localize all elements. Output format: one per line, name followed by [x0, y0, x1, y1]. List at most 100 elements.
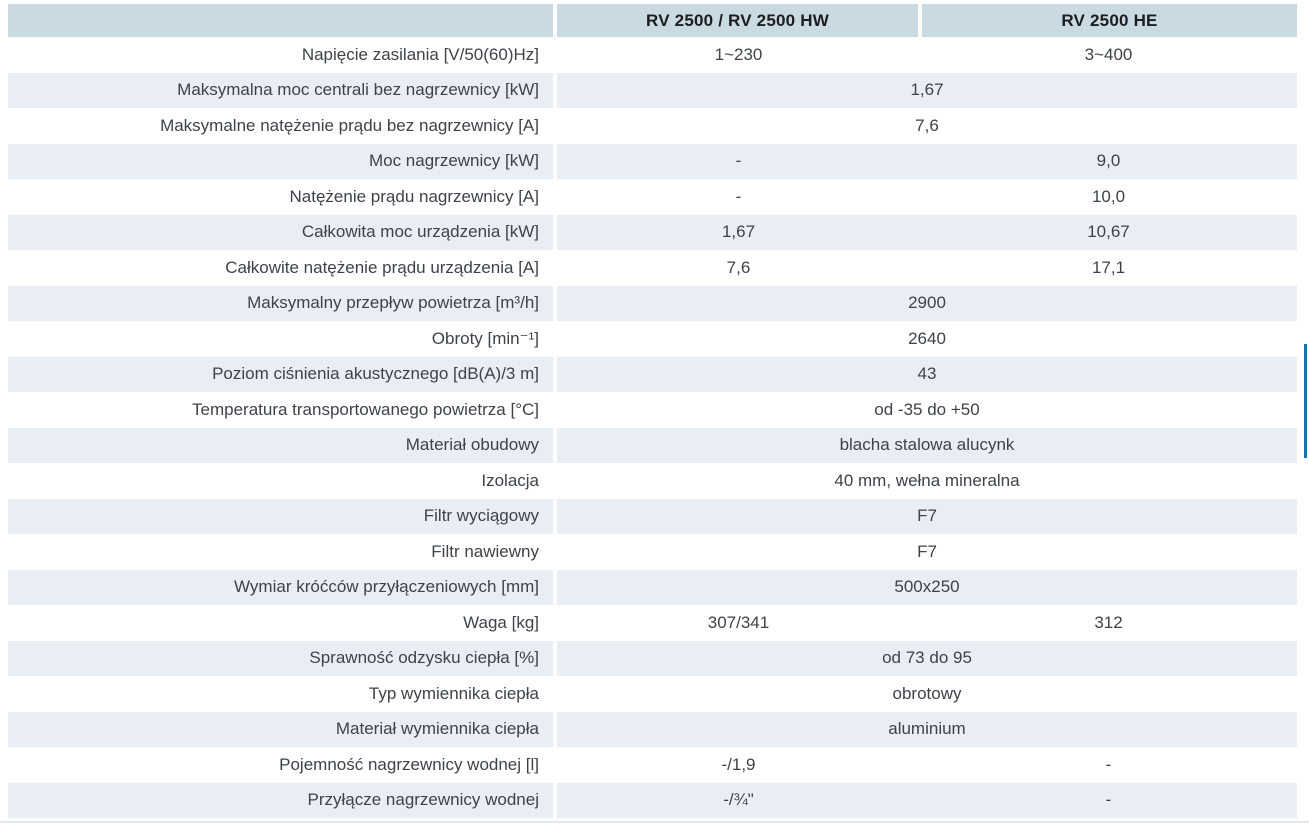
row-value-rv2500-rv2500hw: 307/341: [707, 612, 770, 632]
row-label: Waga [kg]: [463, 612, 539, 632]
row-values: 43: [557, 356, 1297, 392]
row-value-shared: 1,67: [910, 80, 944, 100]
row-value-shared: blacha stalowa alucynk: [839, 435, 1015, 455]
row-values: - 10,0: [557, 179, 1297, 215]
row-values: - 9,0: [557, 143, 1297, 179]
row-value-shared: 2900: [908, 293, 946, 313]
spec-table: RV 2500 / RV 2500 HW RV 2500 HE Napięcie…: [8, 4, 1297, 818]
row-label: Napięcie zasilania [V/50(60)Hz]: [301, 44, 539, 64]
table-row: Materiał wymiennika ciepła aluminium: [8, 711, 1297, 747]
row-label: Całkowita moc urządzenia [kW]: [8, 214, 553, 250]
row-label: Izolacja: [481, 470, 539, 490]
table-row: Całkowite natężenie prądu urządzenia [A]…: [8, 250, 1297, 286]
table-row: Pojemność nagrzewnicy wodnej [l] -/1,9 -: [8, 747, 1297, 783]
table-row: Sprawność odzysku ciepła [%] od 73 do 95: [8, 640, 1297, 676]
row-label: Natężenie prądu nagrzewnicy [A]: [289, 186, 539, 206]
row-value-shared: obrotowy: [892, 683, 962, 703]
row-values: 500x250: [557, 569, 1297, 605]
row-label: Materiał obudowy: [8, 427, 553, 463]
row-values: 7,6: [557, 108, 1297, 144]
row-values: -/¾" -: [557, 782, 1297, 818]
spec-table-header: RV 2500 / RV 2500 HW RV 2500 HE: [8, 4, 1297, 37]
row-values: 1,67: [557, 72, 1297, 108]
row-label: Obroty [min⁻¹]: [431, 328, 539, 348]
row-value-shared: od 73 do 95: [882, 648, 972, 668]
row-values: 2900: [557, 285, 1297, 321]
row-value-shared: aluminium: [888, 719, 966, 739]
table-row: Przyłącze nagrzewnicy wodnej -/¾" -: [8, 782, 1297, 818]
row-values: 307/341 312: [557, 605, 1297, 641]
table-row: Natężenie prądu nagrzewnicy [A] - 10,0: [8, 179, 1297, 215]
row-label: Materiał wymiennika ciepła: [8, 711, 553, 747]
table-row: Całkowita moc urządzenia [kW] 1,67 10,67: [8, 214, 1297, 250]
table-row: Poziom ciśnienia akustycznego [dB(A)/3 m…: [8, 356, 1297, 392]
table-row: Obroty [min⁻¹] 2640: [8, 321, 1297, 357]
table-row: Maksymalny przepływ powietrza [m³/h] 2900: [8, 285, 1297, 321]
table-row: Izolacja 40 mm, wełna mineralna: [8, 463, 1297, 499]
row-value-rv2500he: -: [1105, 790, 1112, 810]
table-row: Materiał obudowy blacha stalowa alucynk: [8, 427, 1297, 463]
row-label: Filtr nawiewny: [431, 541, 539, 561]
row-value-rv2500he: 9,0: [1096, 151, 1121, 171]
header-empty-cell: [8, 4, 553, 37]
page-bottom-rule: [0, 821, 1309, 823]
row-values: 7,6 17,1: [557, 250, 1297, 286]
row-label: Maksymalne natężenie prądu bez nagrzewni…: [160, 115, 539, 135]
row-label: Poziom ciśnienia akustycznego [dB(A)/3 m…: [8, 356, 553, 392]
row-value-rv2500he: 17,1: [1091, 257, 1126, 277]
row-value-shared: F7: [917, 541, 937, 561]
row-values: F7: [557, 534, 1297, 570]
row-value-shared: od -35 do +50: [874, 399, 980, 419]
row-values: 1~230 3~400: [557, 37, 1297, 73]
row-value-rv2500he: 3~400: [1084, 44, 1133, 64]
row-label: Sprawność odzysku ciepła [%]: [8, 640, 553, 676]
table-row: Typ wymiennika ciepła obrotowy: [8, 676, 1297, 712]
row-value-shared: 40 mm, wełna mineralna: [834, 470, 1020, 490]
row-label: Pojemność nagrzewnicy wodnej [l]: [279, 754, 539, 774]
row-label: Przyłącze nagrzewnicy wodnej: [8, 782, 553, 818]
spec-table-body: Napięcie zasilania [V/50(60)Hz] 1~230 3~40…: [8, 37, 1297, 818]
row-value-shared: 500x250: [894, 577, 960, 597]
row-value-rv2500-rv2500hw: 7,6: [726, 257, 751, 277]
row-values: od 73 do 95: [557, 640, 1297, 676]
row-value-rv2500-rv2500hw: -/1,9: [721, 754, 756, 774]
row-value-shared: 43: [917, 364, 937, 384]
row-label: Całkowite natężenie prądu urządzenia [A]: [225, 257, 539, 277]
row-value-rv2500-rv2500hw: -: [735, 186, 742, 206]
row-values: blacha stalowa alucynk: [557, 427, 1297, 463]
table-row: Filtr wyciągowy F7: [8, 498, 1297, 534]
column-header-rv2500he: RV 2500 HE: [922, 4, 1297, 37]
column-header-rv2500-rv2500hw: RV 2500 / RV 2500 HW: [557, 4, 918, 37]
row-label: Temperatura transportowanego powietrza […: [192, 399, 539, 419]
table-row: Napięcie zasilania [V/50(60)Hz] 1~230 3~40…: [8, 37, 1297, 73]
row-label: Maksymalna moc centrali bez nagrzewnicy …: [8, 72, 553, 108]
row-value-rv2500-rv2500hw: 1~230: [714, 44, 763, 64]
row-value-rv2500he: 10,0: [1091, 186, 1126, 206]
row-value-rv2500he: 312: [1094, 612, 1123, 632]
row-value-shared: F7: [917, 506, 937, 526]
table-row: Wymiar króćców przyłączeniowych [mm] 500x…: [8, 569, 1297, 605]
row-value-rv2500-rv2500hw: -: [735, 151, 742, 171]
row-values: F7: [557, 498, 1297, 534]
row-values: 40 mm, wełna mineralna: [557, 463, 1297, 499]
row-value-rv2500-rv2500hw: 1,67: [721, 222, 756, 242]
table-row: Maksymalna moc centrali bez nagrzewnicy …: [8, 72, 1297, 108]
row-values: od -35 do +50: [557, 392, 1297, 428]
page-edge-accent-bar: [1304, 344, 1307, 458]
row-value-rv2500he: 10,67: [1087, 222, 1130, 242]
row-values: aluminium: [557, 711, 1297, 747]
table-row: Waga [kg] 307/341 312: [8, 605, 1297, 641]
table-row: Maksymalne natężenie prądu bez nagrzewni…: [8, 108, 1297, 144]
table-row: Moc nagrzewnicy [kW] - 9,0: [8, 143, 1297, 179]
row-label: Typ wymiennika ciepła: [368, 683, 539, 703]
row-label: Moc nagrzewnicy [kW]: [8, 143, 553, 179]
row-value-rv2500he: -: [1105, 754, 1112, 774]
table-row: Temperatura transportowanego powietrza […: [8, 392, 1297, 428]
row-values: obrotowy: [557, 676, 1297, 712]
row-value-rv2500-rv2500hw: -/¾": [723, 790, 754, 810]
row-label: Wymiar króćców przyłączeniowych [mm]: [8, 569, 553, 605]
row-values: 2640: [557, 321, 1297, 357]
row-value-shared: 7,6: [915, 115, 939, 135]
row-values: -/1,9 -: [557, 747, 1297, 783]
